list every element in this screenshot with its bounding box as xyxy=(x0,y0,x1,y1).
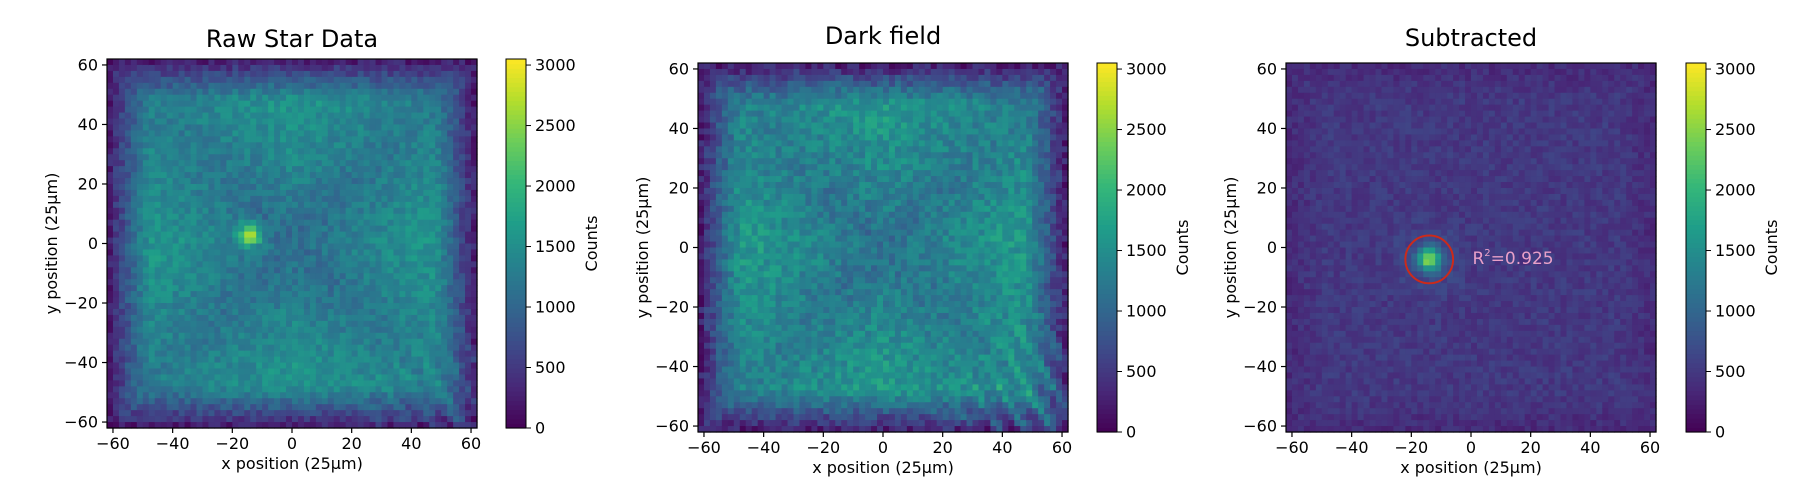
colorbar-tick-label: 2000 xyxy=(535,177,576,196)
y-tick-label: 0 xyxy=(88,234,98,253)
colorbar: 0 500 1000 1500 2000 2500 3000 Counts xyxy=(505,56,601,438)
x-tick-label: 40 xyxy=(401,434,421,453)
colorbar-tick-label: 1500 xyxy=(535,237,576,256)
x-axis-label: x position (25µm) xyxy=(1400,458,1542,477)
y-tick-label: 40 xyxy=(1257,119,1277,138)
panel-raw-star-data: Raw Star Data −60 −40 −20 0 20 40 60 −60 −40 −20 0 2… xyxy=(42,25,601,473)
x-tick-label: −20 xyxy=(1394,438,1428,457)
y-tick-label: 20 xyxy=(669,178,689,197)
colorbar-tick-label: 2500 xyxy=(1715,120,1756,139)
y-tick-label: −40 xyxy=(655,357,689,376)
colorbar-tick-label: 0 xyxy=(1715,423,1725,442)
x-axis-label: x position (25µm) xyxy=(221,454,363,473)
y-tick-label: 0 xyxy=(1267,238,1277,257)
x-tick-label: 60 xyxy=(461,434,481,453)
x-tick-label: −40 xyxy=(747,438,781,457)
colorbar: 0 500 1000 1500 2000 2500 3000 Counts xyxy=(1096,60,1192,442)
y-axis-label: y position (25µm) xyxy=(42,173,61,315)
colorbar-tick-label: 500 xyxy=(1126,362,1157,381)
colorbar-tick-label: 1000 xyxy=(1126,302,1167,321)
x-tick-label: 60 xyxy=(1640,438,1660,457)
r-squared-annotation: R2=0.925 xyxy=(1472,248,1553,269)
x-tick-label: −60 xyxy=(96,434,130,453)
heatmap-image xyxy=(698,63,1069,433)
heatmap-image xyxy=(1286,63,1657,433)
y-tick-label: 60 xyxy=(1257,59,1277,78)
y-tick-label: 60 xyxy=(669,59,689,78)
y-tick-label: −20 xyxy=(64,294,98,313)
panel-dark-field: Dark field −60 −40 −20 0 20 40 60 −60 −40 −20 0 20 40… xyxy=(633,22,1192,477)
y-tick-label: −40 xyxy=(1243,357,1277,376)
x-tick-label: 0 xyxy=(287,434,297,453)
y-tick-label: −40 xyxy=(64,353,98,372)
colorbar-tick-label: 3000 xyxy=(535,56,576,75)
y-tick-label: 60 xyxy=(78,55,98,74)
colorbar-tick-label: 2500 xyxy=(1126,120,1167,139)
x-tick-label: 20 xyxy=(1520,438,1540,457)
y-tick-label: 40 xyxy=(669,119,689,138)
x-tick-label: 60 xyxy=(1052,438,1072,457)
colorbar-tick-label: 2000 xyxy=(1715,181,1756,200)
y-tick-label: −60 xyxy=(655,417,689,436)
y-axis-label: y position (25µm) xyxy=(633,177,652,319)
chart-title: Subtracted xyxy=(1405,24,1537,52)
x-tick-label: 0 xyxy=(1466,438,1476,457)
y-tick-label: −20 xyxy=(655,298,689,317)
colorbar-label: Counts xyxy=(1173,220,1192,276)
colorbar-tick-label: 3000 xyxy=(1715,60,1756,79)
colorbar-label: Counts xyxy=(1762,220,1781,276)
x-tick-label: −20 xyxy=(806,438,840,457)
colorbar-tick-label: 1500 xyxy=(1126,241,1167,260)
panel-subtracted: Subtracted −60 −40 −20 0 20 40 60 −60 −40 −20 0 20 40… xyxy=(1221,24,1781,477)
x-tick-label: 40 xyxy=(992,438,1012,457)
y-tick-label: 0 xyxy=(679,238,689,257)
x-tick-label: −40 xyxy=(156,434,190,453)
y-tick-label: 40 xyxy=(78,115,98,134)
x-tick-label: 40 xyxy=(1580,438,1600,457)
y-tick-label: −60 xyxy=(64,413,98,432)
heatmap-image xyxy=(107,59,478,429)
fit-circle xyxy=(1404,234,1455,285)
colorbar-tick-label: 500 xyxy=(535,358,566,377)
y-tick-label: −60 xyxy=(1243,417,1277,436)
colorbar-tick-label: 1000 xyxy=(1715,302,1756,321)
y-axis-label: y position (25µm) xyxy=(1221,177,1240,319)
x-tick-label: 0 xyxy=(878,438,888,457)
x-tick-label: −40 xyxy=(1335,438,1369,457)
colorbar-tick-label: 1000 xyxy=(535,298,576,317)
colorbar-tick-label: 2000 xyxy=(1126,181,1167,200)
x-tick-label: −60 xyxy=(1275,438,1309,457)
x-tick-label: −20 xyxy=(215,434,249,453)
colorbar-label: Counts xyxy=(582,216,601,272)
x-tick-label: 20 xyxy=(932,438,952,457)
colorbar-tick-label: 1500 xyxy=(1715,241,1756,260)
colorbar-tick-label: 500 xyxy=(1715,362,1746,381)
colorbar: 0 500 1000 1500 2000 2500 3000 Counts xyxy=(1685,60,1781,442)
x-axis-label: x position (25µm) xyxy=(812,458,954,477)
y-tick-label: −20 xyxy=(1243,298,1277,317)
colorbar-tick-label: 0 xyxy=(1126,423,1136,442)
x-tick-label: 20 xyxy=(341,434,361,453)
chart-title: Dark field xyxy=(825,22,941,50)
colorbar-tick-label: 3000 xyxy=(1126,60,1167,79)
chart-title: Raw Star Data xyxy=(206,25,378,53)
colorbar-tick-label: 0 xyxy=(535,419,545,438)
colorbar-tick-label: 2500 xyxy=(535,116,576,135)
x-tick-label: −60 xyxy=(687,438,721,457)
y-tick-label: 20 xyxy=(78,174,98,193)
y-tick-label: 20 xyxy=(1257,178,1277,197)
